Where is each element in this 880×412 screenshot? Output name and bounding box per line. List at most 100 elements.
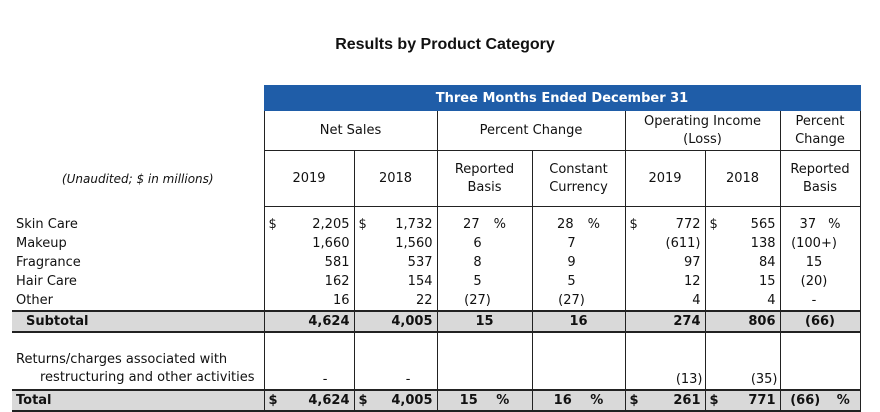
pc-cell: 15 [779, 253, 861, 272]
dollar-sign: $ [629, 217, 638, 232]
header-rule-row [12, 206, 861, 215]
subtotal-reported: 15 [436, 310, 532, 333]
pc-value: (100+) [791, 236, 837, 251]
header-ns-2018: 2018 [353, 150, 437, 207]
reported-cell: 6 [436, 234, 532, 253]
header-oi-2019: 2019 [624, 150, 705, 207]
ns-2018: 1,732 [395, 217, 433, 232]
header-oi-2018: 2018 [704, 150, 780, 207]
restructuring-ns-2018: - [353, 332, 437, 390]
total-ns-2018-dollar: $ [358, 393, 368, 408]
ns-2018-cell: 154 [353, 272, 437, 291]
banner-row: Three Months Ended December 31 [12, 85, 861, 111]
reported-value: 27 [463, 217, 480, 232]
table-row: Makeup 1,660 1,560 6 7 (611) 138 (100+) [12, 234, 861, 253]
total-reported: 15 [459, 393, 478, 408]
ns-2019-cell: 581 [263, 253, 354, 272]
ns-2019-cell: 16 [263, 291, 354, 311]
restructuring-reported [436, 332, 532, 390]
total-oi-2019-dollar: $ [629, 393, 639, 408]
row-label: Other [12, 291, 264, 311]
dollar-sign: $ [358, 217, 367, 232]
subtotal-oi-2019: 274 [624, 310, 705, 333]
table-row: Skin Care $2,205 $1,732 27% 28% $772 $565 37% [12, 215, 861, 234]
ns-2018-cell: 22 [353, 291, 437, 311]
ns-2018: 1,560 [395, 236, 433, 251]
header-constant-currency: Constant Currency [531, 150, 625, 207]
header-net-sales: Net Sales [263, 110, 437, 151]
restructuring-label: Returns/charges associated with restruct… [12, 332, 264, 390]
restructuring-label-line2: restructuring and other activities [40, 370, 255, 385]
restructuring-ns-2019: - [263, 332, 354, 390]
reported-cell: (27) [436, 291, 532, 311]
unaudited-note: (Unaudited; $ in millions) [61, 171, 214, 186]
row-label-text: Other [16, 293, 53, 308]
row-label-text: Makeup [16, 236, 67, 251]
oi-2019-cell: $772 [624, 215, 705, 234]
total-constant-cell: 16 % [531, 389, 625, 412]
header-row-1: Net Sales Percent Change Operating Incom… [12, 110, 861, 151]
total-ns-2019-cell: $ 4,624 [263, 389, 354, 412]
ns-2019-cell: 1,660 [263, 234, 354, 253]
total-oi-2018-dollar: $ [709, 393, 719, 408]
oi-2018-cell: 138 [704, 234, 780, 253]
oi-2019-cell: 12 [624, 272, 705, 291]
table-row: Other 16 22 (27) (27) 4 4 - [12, 291, 861, 311]
total-pc-cell: (66) % [779, 389, 861, 412]
subtotal-label: Subtotal [12, 310, 264, 333]
constant-value: 7 [567, 236, 576, 251]
oi-2018-cell: 15 [704, 272, 780, 291]
constant-value: (27) [558, 293, 585, 308]
oi-2019: 97 [683, 255, 701, 270]
data-rows: Skin Care $2,205 $1,732 27% 28% $772 $565 37% Ma… [12, 215, 861, 311]
row-label: Fragrance [12, 253, 264, 272]
restructuring-oi-2019: (13) [624, 332, 705, 390]
header-constant-line1: Constant [549, 161, 608, 177]
total-pc-pct: % [836, 393, 850, 408]
reported-value: 6 [473, 236, 482, 251]
row-label-text: Fragrance [16, 255, 81, 270]
ns-2019: 581 [324, 255, 350, 270]
subtotal-row: Subtotal 4,624 4,005 15 16 274 806 (66) [12, 310, 861, 333]
ns-2018-cell: 1,560 [353, 234, 437, 253]
header-reported2-line1: Reported [790, 161, 850, 177]
oi-2019-cell: (611) [624, 234, 705, 253]
oi-2019-cell: 4 [624, 291, 705, 311]
oi-2018: 565 [750, 217, 776, 232]
header-reported-basis-2: Reported Basis [779, 150, 861, 207]
header-reported-line1: Reported [454, 161, 515, 177]
header-percent-change: Percent Change [436, 110, 625, 151]
pc-value: (20) [800, 274, 828, 289]
header-percent-change-2: Percent Change [779, 110, 861, 151]
restructuring-row: Returns/charges associated with restruct… [12, 332, 861, 390]
constant-cell: 9 [531, 253, 625, 272]
dollar-sign: $ [709, 217, 718, 232]
ns-2019: 162 [324, 274, 350, 289]
ns-2019: 2,205 [312, 217, 350, 232]
row-label-text: Skin Care [16, 217, 78, 232]
oi-2018-cell: $565 [704, 215, 780, 234]
subtotal-pc: (66) [779, 310, 861, 333]
subtotal-constant: 16 [531, 310, 625, 333]
total-ns-2018-cell: $ 4,005 [353, 389, 437, 412]
table-row: Fragrance 581 537 8 9 97 84 15 [12, 253, 861, 272]
ns-2018: 22 [415, 293, 433, 308]
row-label-text: Hair Care [16, 274, 77, 289]
ns-2018: 537 [407, 255, 433, 270]
total-oi-2019: 261 [673, 393, 701, 408]
pc-cell: - [779, 291, 861, 311]
subtotal-oi-2018: 806 [704, 310, 780, 333]
pc-value: 15 [805, 255, 823, 270]
reported-value: (27) [464, 293, 491, 308]
total-label: Total [12, 389, 264, 412]
constant-value: 9 [567, 255, 576, 270]
total-constant: 16 [553, 393, 572, 408]
total-oi-2018: 771 [748, 393, 776, 408]
constant-value: 5 [567, 274, 576, 289]
ns-2019: 1,660 [312, 236, 350, 251]
ns-2018-cell: $1,732 [353, 215, 437, 234]
oi-2019: 4 [692, 293, 701, 308]
constant-cell: (27) [531, 291, 625, 311]
constant-cell: 5 [531, 272, 625, 291]
header-ns-2019: 2019 [263, 150, 354, 207]
